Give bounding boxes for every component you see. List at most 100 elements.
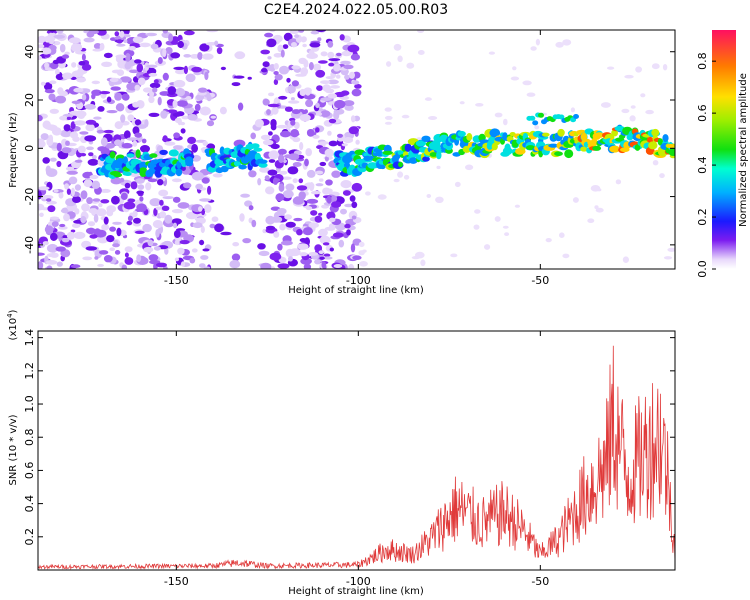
noise-blob: [594, 205, 599, 210]
noise-blob: [46, 200, 57, 205]
noise-blob: [624, 74, 634, 79]
ridge-blob: [122, 156, 128, 165]
noise-blob: [104, 142, 115, 149]
noise-blob: [308, 62, 314, 71]
noise-blob: [116, 69, 125, 76]
noise-blob: [38, 186, 50, 191]
snr-series-line: [38, 345, 675, 570]
noise-blob: [73, 219, 83, 224]
noise-blob: [119, 76, 132, 83]
noise-blob: [164, 141, 176, 146]
snr-x-label: Height of straight line (km): [288, 586, 424, 597]
noise-blob: [145, 182, 152, 191]
noise-blob: [61, 54, 70, 59]
noise-blob: [123, 201, 136, 210]
noise-blob: [278, 170, 288, 175]
ridge-blob: [181, 161, 187, 168]
noise-blob: [313, 63, 321, 71]
noise-blob: [333, 63, 341, 72]
x-tick-label: -100: [346, 274, 371, 287]
noise-blob: [274, 74, 283, 81]
ridge-blob: [466, 135, 473, 140]
noise-blob: [295, 73, 307, 77]
ridge-blob: [594, 132, 605, 138]
noise-blob: [173, 222, 177, 229]
noise-blob: [635, 66, 642, 73]
noise-blob: [284, 106, 293, 112]
noise-blob: [74, 120, 86, 126]
noise-blob: [622, 256, 630, 264]
noise-blob: [173, 79, 186, 88]
colorbar: 0.0 0.2 0.4 0.6 0.8 Normalized spectral ampl…: [696, 30, 749, 278]
noise-blob: [148, 72, 158, 77]
noise-blob: [149, 198, 161, 207]
ridge-blob: [116, 158, 125, 165]
noise-blob: [328, 118, 337, 124]
noise-blob: [142, 223, 152, 233]
noise-blob: [71, 43, 82, 50]
noise-blob: [630, 105, 636, 109]
noise-blob: [663, 256, 673, 260]
noise-blob: [99, 91, 111, 95]
noise-blob: [264, 32, 274, 38]
noise-blob: [63, 213, 70, 222]
ridge-blob: [258, 162, 268, 168]
noise-blob: [264, 175, 270, 181]
noise-blob: [351, 201, 358, 209]
noise-blob: [340, 180, 352, 189]
noise-blob: [81, 53, 86, 61]
y-tick-label: 20: [23, 93, 36, 107]
noise-blob: [348, 126, 359, 135]
noise-blob: [162, 48, 167, 57]
noise-blob: [365, 191, 371, 196]
noise-blob: [285, 248, 295, 258]
noise-blob: [289, 132, 300, 137]
noise-blob: [319, 161, 327, 167]
noise-blob: [269, 252, 282, 261]
noise-blob: [132, 140, 138, 147]
ridge-blob: [168, 149, 179, 157]
x-tick-label: -50: [531, 274, 549, 287]
noise-blob: [306, 129, 315, 137]
noise-blob: [187, 114, 198, 121]
noise-blob: [314, 215, 323, 223]
colorbar-gradient: [712, 30, 736, 269]
noise-blob: [202, 53, 214, 60]
noise-blob: [244, 200, 253, 207]
noise-blob: [231, 253, 241, 261]
noise-blob: [292, 162, 302, 167]
noise-blob: [88, 30, 99, 35]
noise-blob: [306, 198, 319, 204]
noise-blob: [183, 30, 195, 36]
ridge-blob: [668, 148, 675, 156]
noise-blob: [124, 257, 134, 265]
noise-blob: [651, 63, 660, 70]
noise-blob: [166, 109, 178, 114]
noise-blob: [262, 139, 274, 146]
noise-blob: [197, 91, 207, 96]
noise-blob: [171, 209, 183, 214]
noise-blob: [86, 197, 93, 205]
noise-blob: [310, 30, 320, 35]
noise-blob: [428, 116, 438, 120]
noise-blob: [349, 71, 355, 79]
noise-blob: [268, 159, 276, 163]
noise-blob: [173, 230, 181, 238]
spectrogram-panel: -150 -100 -50 -40 -20 0 20 40 Height of straig…: [8, 29, 676, 296]
noise-blob: [199, 198, 212, 202]
noise-blob: [132, 101, 140, 108]
noise-blob: [330, 85, 341, 89]
noise-blob: [124, 246, 133, 253]
ridge-blob: [175, 168, 183, 177]
noise-blob: [308, 252, 319, 256]
noise-blob: [211, 216, 219, 222]
noise-blob: [56, 142, 62, 152]
ridge-blob: [651, 128, 660, 137]
noise-blob: [305, 206, 313, 211]
noise-blob: [73, 231, 86, 239]
noise-blob: [71, 62, 77, 68]
noise-blob: [596, 188, 602, 192]
noise-blob: [292, 178, 298, 184]
ridge-blob: [634, 144, 641, 151]
